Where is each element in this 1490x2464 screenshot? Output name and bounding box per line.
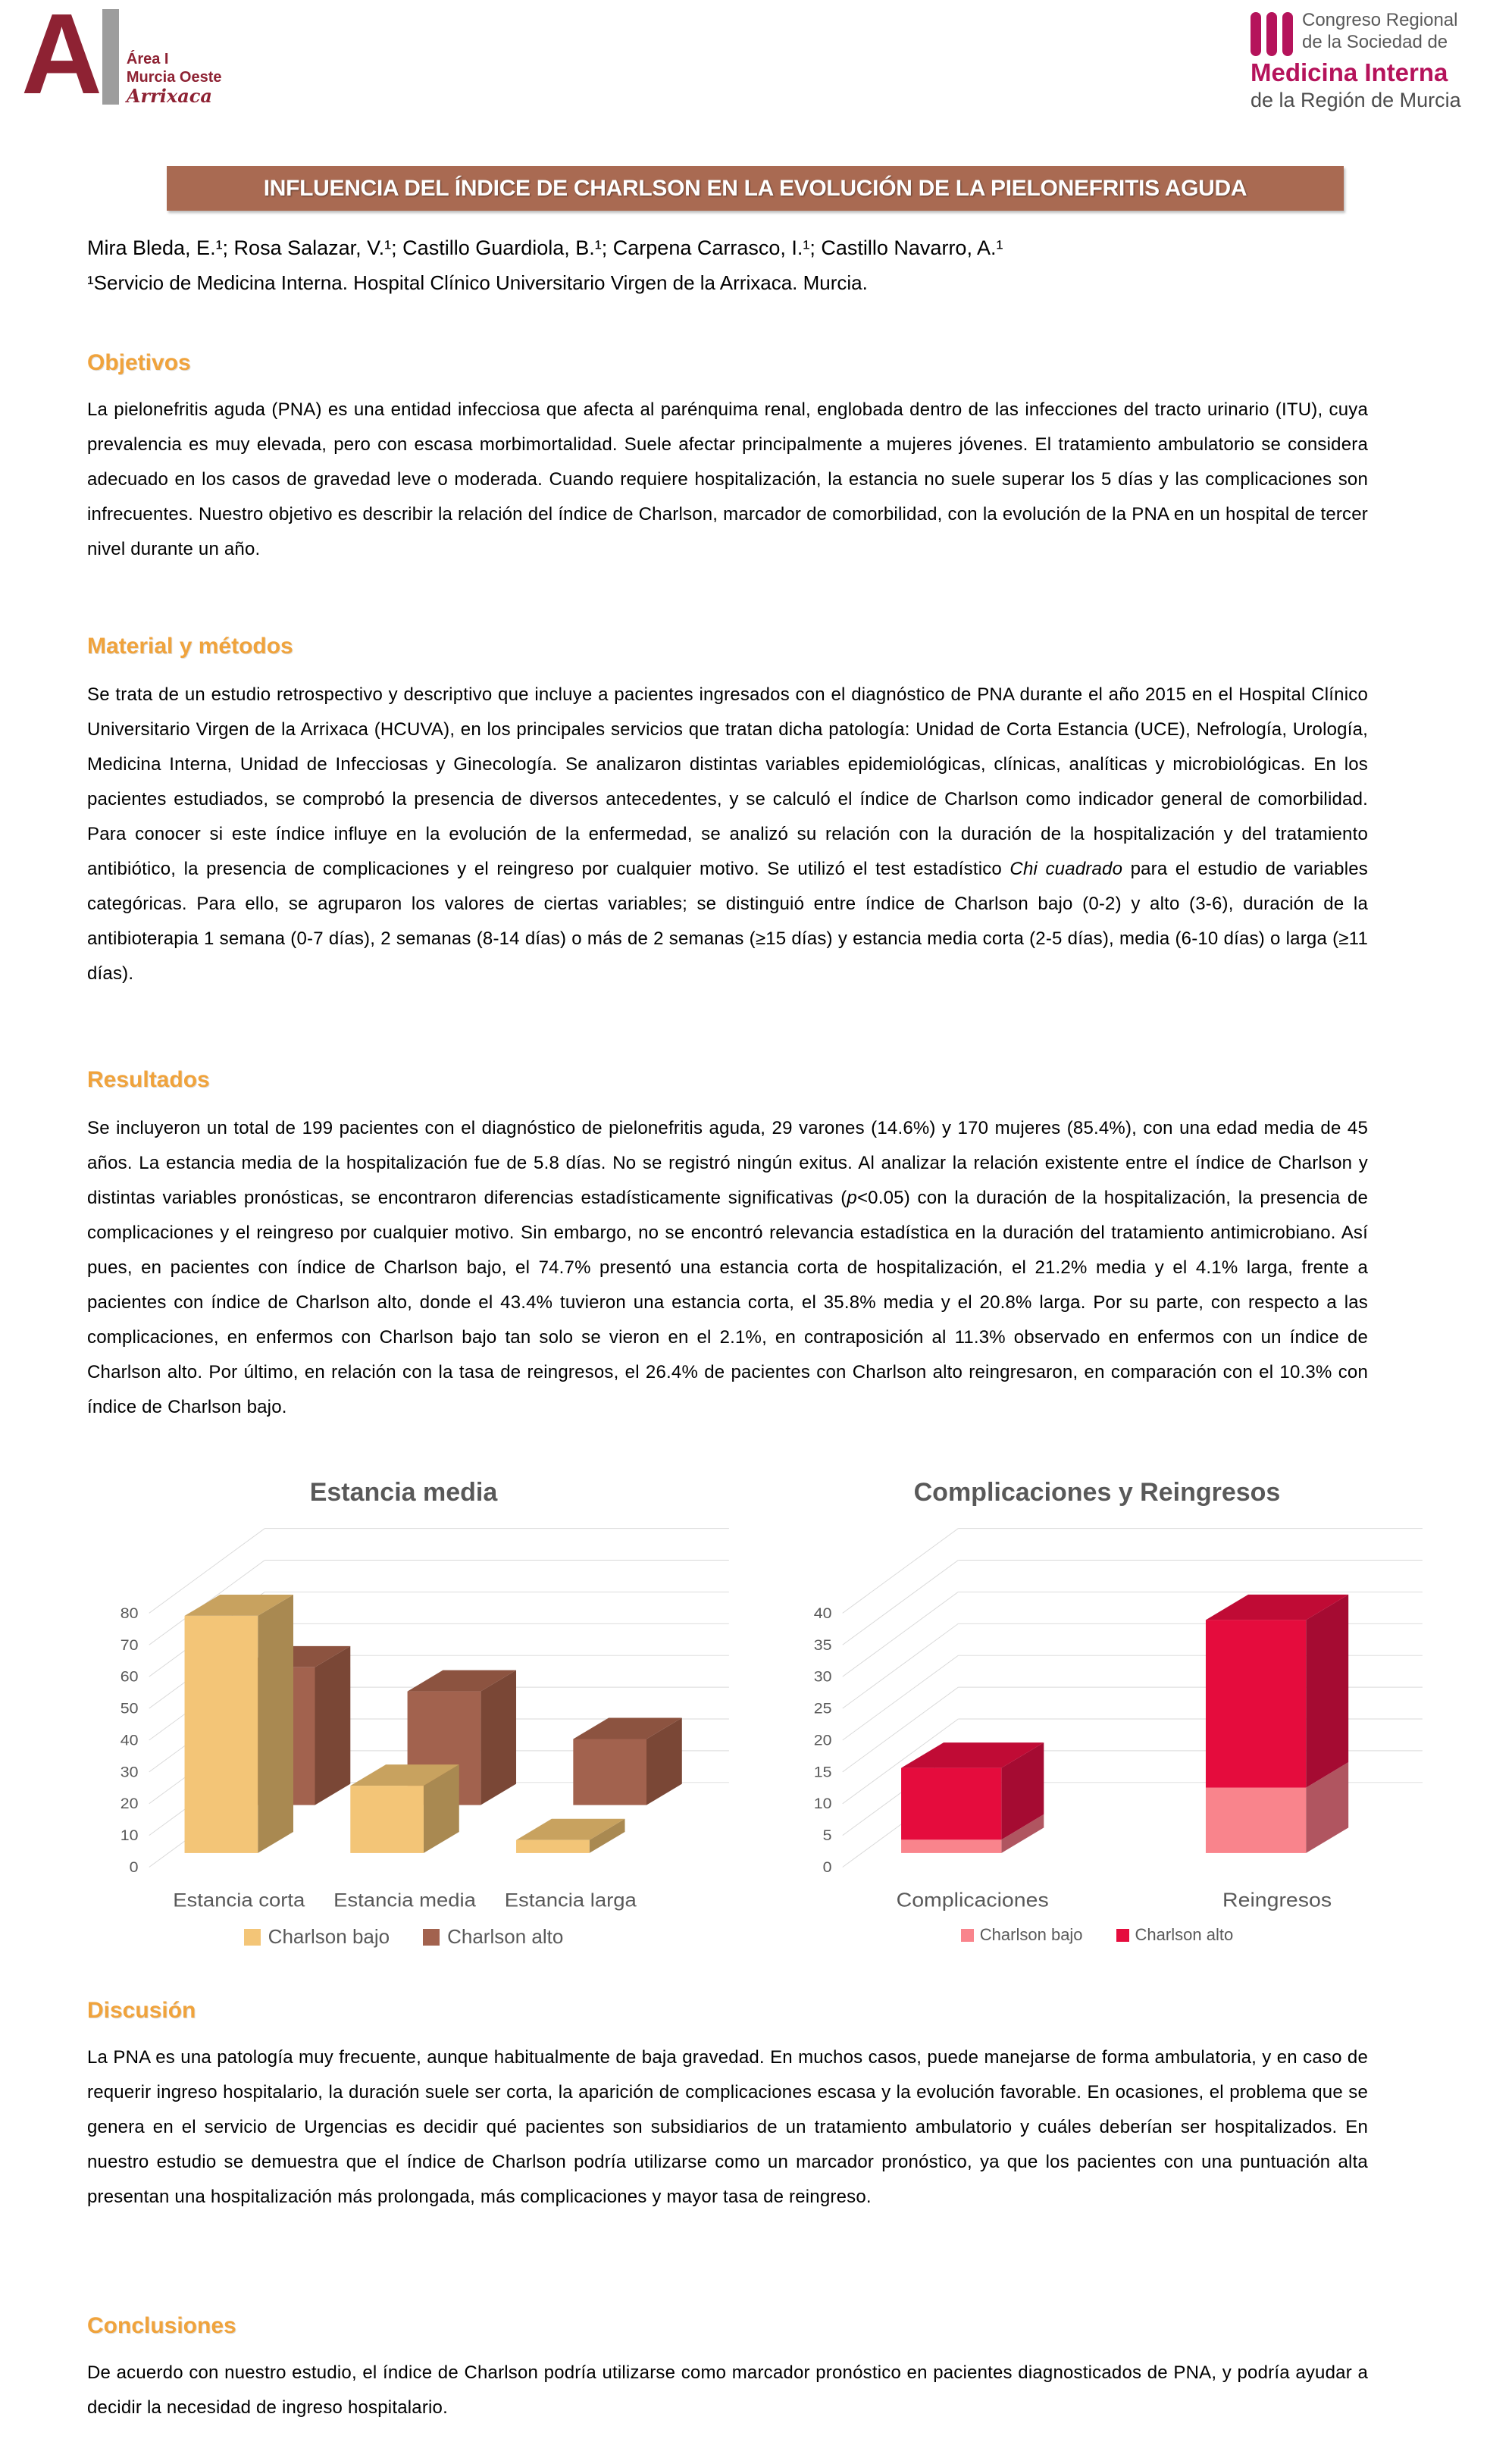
affiliation-line: ¹Servicio de Medicina Interna. Hospital … xyxy=(87,271,868,294)
svg-text:Estancia larga: Estancia larga xyxy=(505,1889,637,1911)
legend-label: Charlson bajo xyxy=(979,1925,1083,1944)
svg-text:30: 30 xyxy=(121,1764,139,1780)
svg-text:Estancia media: Estancia media xyxy=(333,1889,476,1911)
svg-text:0: 0 xyxy=(130,1859,139,1876)
svg-text:50: 50 xyxy=(121,1700,139,1717)
legend-item: Charlson alto xyxy=(423,1925,563,1949)
congress-logo-line1: Congreso Regional xyxy=(1302,10,1458,30)
svg-text:70: 70 xyxy=(121,1637,139,1654)
legend-item: Charlson bajo xyxy=(960,1925,1083,1945)
congress-logo-line2: de la Sociedad de xyxy=(1302,32,1448,52)
legend-swatch-icon xyxy=(423,1928,440,1946)
chart-estancia-media: Estancia media 0 10 20 30 40 50 60 70 80 Estancia… xyxy=(72,1478,735,1949)
svg-text:0: 0 xyxy=(823,1859,832,1876)
legend-item: Charlson bajo xyxy=(243,1925,390,1949)
material-paragraph: Se trata de un estudio retrospectivo y d… xyxy=(87,684,1368,984)
congress-logo: Congreso Regional de la Sociedad de Medi… xyxy=(1251,9,1478,112)
svg-text:5: 5 xyxy=(823,1827,832,1844)
legend-swatch-icon xyxy=(960,1928,974,1942)
area-logo-line2: Murcia Oeste xyxy=(126,69,222,86)
svg-text:20: 20 xyxy=(121,1796,139,1812)
objetivos-paragraph: La pielonefritis aguda (PNA) es una enti… xyxy=(87,399,1368,559)
svg-text:40: 40 xyxy=(814,1605,832,1622)
svg-text:10: 10 xyxy=(814,1796,832,1812)
svg-text:Estancia corta: Estancia corta xyxy=(173,1889,305,1911)
svg-text:15: 15 xyxy=(814,1764,832,1780)
chart-estancia-media-title: Estancia media xyxy=(309,1478,498,1507)
area-logo-bar xyxy=(102,9,119,105)
area-logo-script: Arrixaca xyxy=(126,85,212,107)
congress-logo-bottom-line: de la Región de Murcia xyxy=(1251,89,1461,111)
svg-text:30: 30 xyxy=(814,1668,832,1685)
authors-line: Mira Bleda, E.¹; Rosa Salazar, V.¹; Cast… xyxy=(87,236,1003,259)
discusion-heading: Discusión xyxy=(87,1998,196,2023)
conclusiones-paragraph: De acuerdo con nuestro estudio, el índic… xyxy=(87,2362,1368,2418)
legend-item: Charlson alto xyxy=(1116,1925,1234,1945)
chart-estancia-media-legend: Charlson bajo Charlson alto xyxy=(72,1925,735,1949)
legend-label: Charlson bajo xyxy=(268,1925,390,1948)
resultados-paragraph: Se incluyeron un total de 199 pacientes … xyxy=(87,1118,1368,1417)
legend-label: Charlson alto xyxy=(447,1925,564,1948)
legend-swatch-icon xyxy=(1116,1928,1129,1942)
svg-text:25: 25 xyxy=(814,1700,832,1717)
charts-row: Estancia media 0 10 20 30 40 50 60 70 80 Estancia… xyxy=(72,1478,1429,1949)
chart-complicaciones-title: Complicaciones y Reingresos xyxy=(913,1478,1281,1507)
area-logo-line1: Área I xyxy=(126,51,169,67)
congress-logo-accent-line: Medicina Interna xyxy=(1251,58,1448,86)
legend-label: Charlson alto xyxy=(1135,1925,1234,1944)
chart-complicaciones-reingresos: Complicaciones y Reingresos 0 5 10 15 20 25 30… xyxy=(765,1478,1429,1949)
chart-complicaciones-legend: Charlson bajo Charlson alto xyxy=(765,1925,1429,1945)
objetivos-heading: Objetivos xyxy=(87,350,191,375)
conclusiones-heading: Conclusiones xyxy=(87,2313,236,2338)
chart-estancia-media-plot: 0 10 20 30 40 50 60 70 80 Estancia corta Estancia … xyxy=(121,1528,729,1911)
svg-text:80: 80 xyxy=(121,1605,139,1622)
svg-text:Reingresos: Reingresos xyxy=(1222,1889,1332,1911)
discusion-paragraph: La PNA es una patología muy frecuente, a… xyxy=(87,2047,1368,2207)
svg-text:35: 35 xyxy=(814,1637,832,1654)
poster-title: INFLUENCIA DEL ÍNDICE DE CHARLSON EN LA … xyxy=(167,166,1344,211)
svg-text:40: 40 xyxy=(121,1732,139,1749)
svg-text:60: 60 xyxy=(121,1668,139,1685)
svg-text:Complicaciones: Complicaciones xyxy=(897,1889,1049,1911)
chart-complicaciones-plot: 0 5 10 15 20 25 30 35 40 Complicaciones Reingresos xyxy=(814,1528,1423,1911)
material-heading: Material y métodos xyxy=(87,634,293,659)
area-logo-letter: A xyxy=(21,0,102,118)
svg-text:10: 10 xyxy=(121,1827,139,1844)
congress-logo-iii-icon xyxy=(1251,12,1293,56)
area1-murcia-oeste-logo: A Área I Murcia Oeste Arrixaca xyxy=(21,0,222,118)
svg-text:20: 20 xyxy=(814,1732,832,1749)
resultados-heading: Resultados xyxy=(87,1067,210,1092)
legend-swatch-icon xyxy=(243,1928,261,1946)
